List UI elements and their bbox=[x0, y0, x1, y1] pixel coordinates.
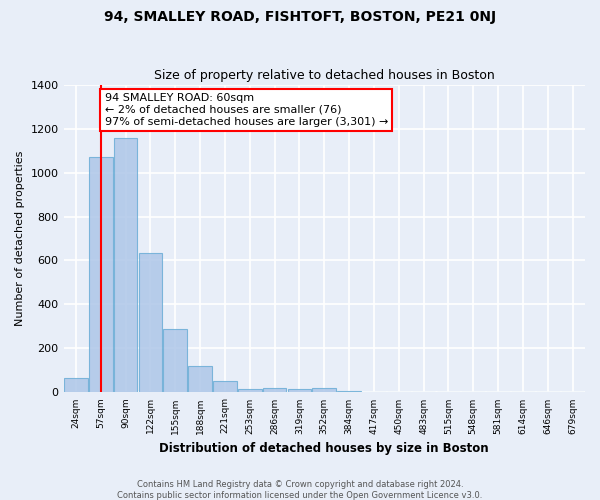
Bar bbox=[64, 378, 88, 392]
Bar bbox=[89, 157, 113, 392]
Bar bbox=[114, 138, 137, 392]
Bar bbox=[188, 366, 212, 392]
Y-axis label: Number of detached properties: Number of detached properties bbox=[15, 151, 25, 326]
Bar bbox=[213, 382, 237, 392]
X-axis label: Distribution of detached houses by size in Boston: Distribution of detached houses by size … bbox=[160, 442, 489, 455]
Bar bbox=[163, 328, 187, 392]
Bar bbox=[263, 388, 286, 392]
Bar bbox=[238, 389, 262, 392]
Text: 94, SMALLEY ROAD, FISHTOFT, BOSTON, PE21 0NJ: 94, SMALLEY ROAD, FISHTOFT, BOSTON, PE21… bbox=[104, 10, 496, 24]
Bar bbox=[139, 253, 162, 392]
Bar bbox=[313, 388, 336, 392]
Text: Contains HM Land Registry data © Crown copyright and database right 2024.
Contai: Contains HM Land Registry data © Crown c… bbox=[118, 480, 482, 500]
Text: 94 SMALLEY ROAD: 60sqm
← 2% of detached houses are smaller (76)
97% of semi-deta: 94 SMALLEY ROAD: 60sqm ← 2% of detached … bbox=[104, 94, 388, 126]
Title: Size of property relative to detached houses in Boston: Size of property relative to detached ho… bbox=[154, 69, 494, 82]
Bar bbox=[287, 389, 311, 392]
